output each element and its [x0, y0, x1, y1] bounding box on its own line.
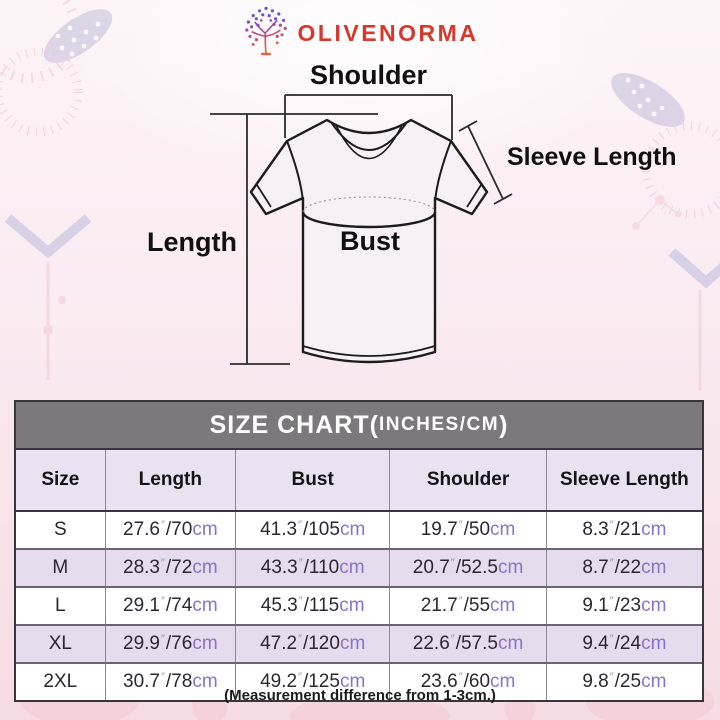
table-row-M: M 28.3″/72cm 43.3″/110cm 20.7″/52.5cm 8.7″/2…: [16, 548, 702, 587]
measurement-cell: 47.2″/120cm: [234, 624, 390, 663]
dimension-lines: [210, 94, 513, 365]
column-header-2: Bust: [234, 450, 390, 511]
column-header-row: Size Length Bust Shoulder Sleeve Length: [16, 450, 702, 511]
column-header-4: Sleeve Length: [545, 450, 702, 511]
measurement-cell: 21.7″/55cm: [389, 586, 547, 625]
measurement-cell: 41.3″/105cm: [234, 510, 390, 549]
measurement-cell: 9.8″/25cm: [545, 662, 702, 700]
measurement-cell: 19.7″/50cm: [389, 510, 547, 549]
column-header-1: Length: [104, 450, 236, 511]
measurement-cell: 9.1″/23cm: [545, 586, 702, 625]
measurement-note: (Measurement difference from 1-3cm.): [224, 687, 496, 704]
size-cell: L: [16, 586, 106, 625]
brand-logo: OLIVENORMA: [0, 4, 720, 56]
length-label: Length: [147, 227, 237, 257]
column-header-0: Size: [16, 450, 106, 511]
measurement-cell: 29.1″/74cm: [104, 586, 236, 625]
measurement-cell: 8.3″/21cm: [545, 510, 702, 549]
table-row-2XL: 2XL 30.7″/78cm 49.2″/125cm 23.6″/60cm 9.8″/2…: [16, 662, 702, 700]
size-cell: XL: [16, 624, 106, 663]
measurement-cell: 27.6″/70cm: [104, 510, 236, 549]
table-row-XL: XL 29.9″/76cm 47.2″/120cm 22.6″/57.5cm 9.4″/…: [16, 624, 702, 663]
measurement-cell: 30.7″/78cm: [104, 662, 236, 700]
table-row-S: S 27.6″/70cm 41.3″/105cm 19.7″/50cm 8.3″/21c…: [16, 510, 702, 549]
measurement-cell: 20.7″/52.5cm: [389, 548, 547, 587]
bust-label: Bust: [340, 226, 400, 256]
tshirt-diagram: [210, 94, 513, 365]
measurement-cell: 8.7″/22cm: [545, 548, 702, 587]
measurement-cell: 45.3″/115cm: [234, 586, 390, 625]
size-cell: S: [16, 510, 106, 549]
sleeve-length-label: Sleeve Length: [507, 143, 677, 171]
column-header-3: Shoulder: [389, 450, 547, 511]
title-close: ): [499, 410, 509, 439]
table-row-L: L 29.1″/74cm 45.3″/115cm 21.7″/55cm 9.1″/23c…: [16, 586, 702, 625]
measurement-cell: 29.9″/76cm: [104, 624, 236, 663]
size-chart-title: SIZE CHART(INCHES/CM): [16, 402, 702, 450]
size-cell: 2XL: [16, 662, 106, 700]
tree-logo-icon: [244, 6, 287, 56]
brand-name: OLIVENORMA: [297, 19, 479, 46]
measurement-cell: 43.3″/110cm: [234, 548, 390, 587]
size-table-body: S 27.6″/70cm 41.3″/105cm 19.7″/50cm 8.3″/21c…: [16, 510, 702, 700]
size-chart-table: SIZE CHART(INCHES/CM) Size Length Bust Shou…: [14, 400, 704, 702]
tshirt-outline: [249, 118, 489, 364]
size-cell: M: [16, 548, 106, 587]
title-unit: INCHES/CM: [378, 414, 500, 435]
measurement-cell: 9.4″/24cm: [545, 624, 702, 663]
measurement-cell: 28.3″/72cm: [104, 548, 236, 587]
title-main: SIZE CHART(: [209, 410, 379, 439]
measurement-cell: 23.6″/60cm: [389, 662, 547, 700]
shoulder-label: Shoulder: [309, 60, 427, 90]
measurement-cell: 22.6″/57.5cm: [389, 624, 547, 663]
measurement-cell: 49.2″/125cm: [234, 662, 390, 700]
